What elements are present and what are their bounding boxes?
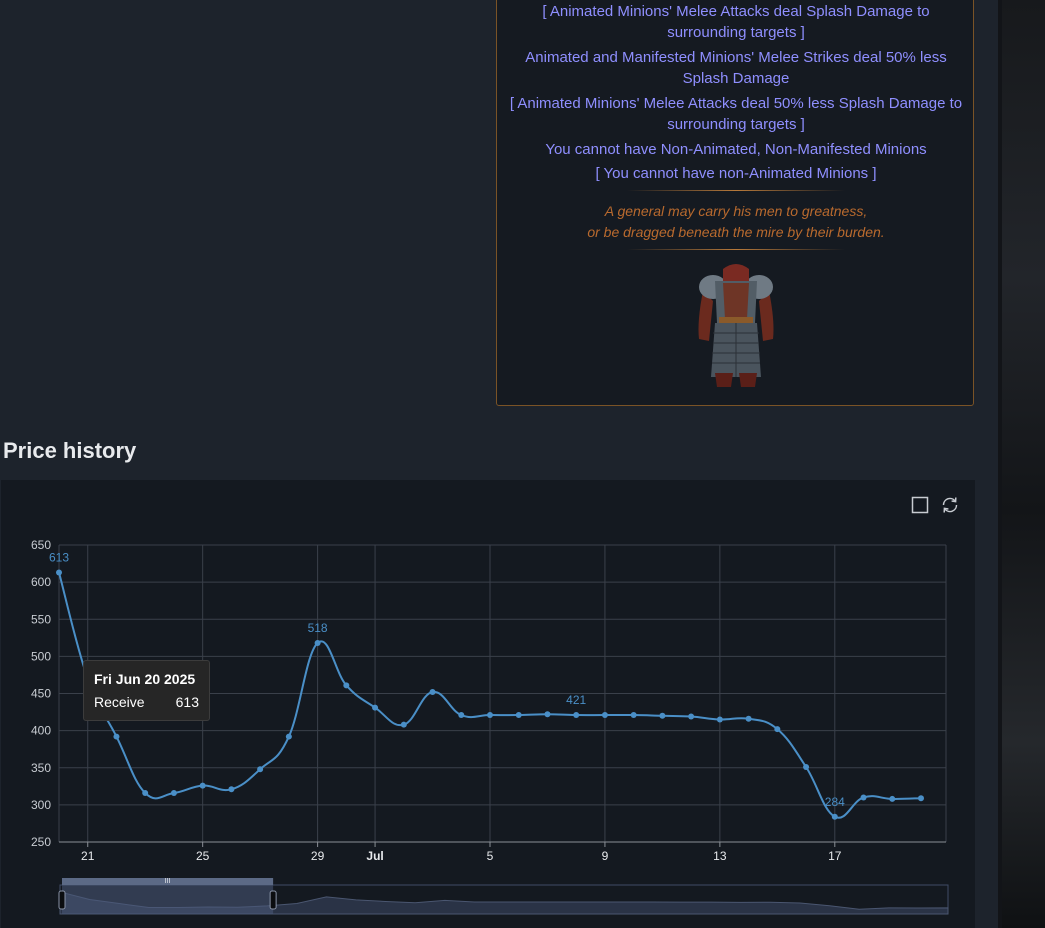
section-title: Price history xyxy=(3,438,137,463)
tooltip-date: Fri Jun 20 2025 xyxy=(94,671,196,687)
tooltip-value: 613 xyxy=(175,694,199,710)
item-flavour-text: A general may carry his men to greatness… xyxy=(587,203,885,240)
tooltip-series-label: Receive xyxy=(94,694,145,710)
item-tooltip-card: [ Animated Minions' Melee Attacks deal S… xyxy=(496,0,974,406)
item-mod-line: [ You cannot have non-Animated Minions ] xyxy=(595,165,877,182)
body-armour-icon xyxy=(698,264,774,387)
restore-icon[interactable] xyxy=(940,495,960,515)
item-mod-line: You cannot have Non-Animated, Non-Manife… xyxy=(545,141,927,158)
chart-tooltip: Fri Jun 20 2025 Receive 613 xyxy=(83,660,210,721)
item-mod-line: Animated and Manifested Minions' Melee S… xyxy=(525,49,947,87)
background-image-strip xyxy=(998,0,1045,928)
rectangle-select-icon[interactable] xyxy=(911,496,929,514)
flavour-divider-bottom xyxy=(627,249,845,250)
item-mod-line: [ Animated Minions' Melee Attacks deal 5… xyxy=(509,95,963,133)
item-mod-line: [ Animated Minions' Melee Attacks deal S… xyxy=(542,3,930,41)
flavour-divider-top xyxy=(627,190,845,191)
